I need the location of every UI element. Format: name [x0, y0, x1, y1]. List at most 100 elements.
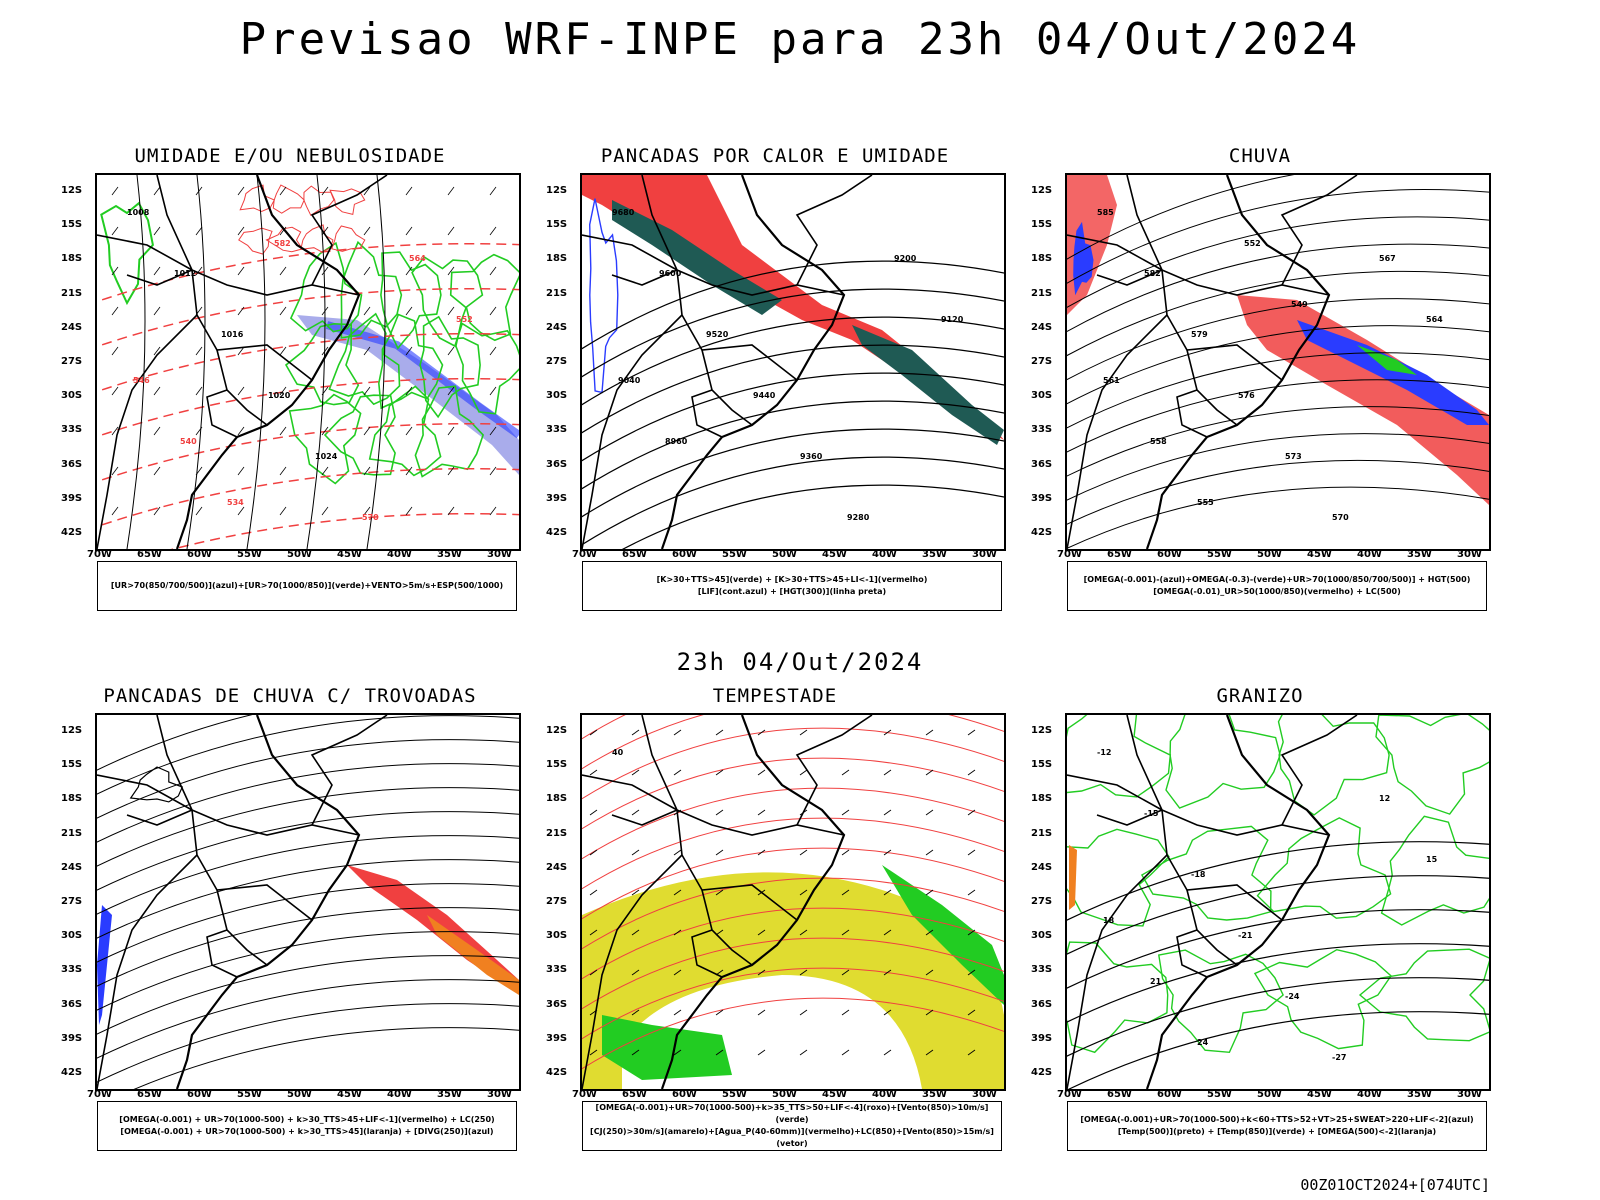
contour-label: 564 [409, 254, 426, 263]
temp850-contour [1158, 949, 1284, 1054]
wind-vector [153, 306, 161, 316]
temp850-contour [1375, 715, 1489, 815]
hgt300-contour [582, 344, 1004, 434]
lat-label: 39S [1031, 1032, 1053, 1044]
map-frame: 585 582 579 576 573 570 567 564 561 558 555 552 549 [1065, 173, 1491, 551]
lon-label: 45W [1307, 549, 1332, 560]
contour-label: 573 [1285, 452, 1302, 461]
wind-vector [363, 266, 371, 276]
wind-vector [237, 226, 245, 236]
contour-label: -15 [1144, 809, 1159, 818]
lat-label: 24S [61, 321, 83, 333]
lat-label: 33S [1031, 964, 1053, 976]
lon-label: 70W [572, 549, 597, 560]
hgt500-streamline [1067, 189, 1489, 284]
wind-vector-850 [673, 969, 682, 976]
temp850-contour [1067, 715, 1172, 798]
wind-vector [405, 466, 413, 476]
map-canvas [97, 715, 519, 1089]
lat-label: 27S [546, 356, 568, 367]
wind-vector [405, 226, 413, 236]
hgt500-streamline [1067, 433, 1489, 501]
wind-vector [489, 226, 497, 236]
wind-vector [111, 346, 119, 356]
wind-vector [405, 266, 413, 276]
wind-vector [405, 306, 413, 316]
wind-vector-850 [673, 889, 682, 896]
contour-label: 12 [1379, 794, 1390, 803]
lon-label: 65W [1107, 1089, 1132, 1100]
wind-vector-850 [757, 849, 766, 856]
map-frame: 9680 9600 9520 9440 9360 9280 9200 9120 9040 8960 [580, 173, 1006, 551]
wind-vector [195, 226, 203, 236]
panel-umidade: UMIDADE E/OU NEBULOSIDADE 12S 15S 18S 21S 24S… [55, 145, 525, 625]
lat-label: 12S [1031, 185, 1053, 196]
country-border [216, 349, 268, 426]
lat-label: 33S [1031, 424, 1053, 436]
lat-label: 27S [546, 896, 568, 907]
lat-label: 33S [546, 424, 568, 436]
hgt300-contour [582, 400, 1004, 490]
page-title: Previsao WRF-INPE para 23h 04/Out/2024 [239, 14, 1361, 65]
hgt500-streamline [1067, 216, 1489, 308]
panel-title: GRANIZO [1216, 685, 1304, 707]
country-border [206, 929, 238, 978]
lat-label: 18S [61, 253, 83, 265]
wind-vector [405, 506, 413, 516]
wind-vector [405, 186, 413, 196]
lat-label: 12S [61, 725, 83, 736]
wind-vector-850 [631, 1009, 640, 1016]
wind-vector-850 [841, 969, 850, 976]
streamline-250 [97, 811, 519, 891]
wind-vector [279, 426, 287, 436]
wind-vector [405, 426, 413, 436]
country-border [206, 389, 238, 438]
thickness-contour [97, 423, 519, 483]
country-border [97, 314, 198, 549]
map-canvas: 40 [582, 715, 1004, 1089]
lat-label: 24S [1031, 321, 1053, 333]
lon-label: 35W [922, 1089, 947, 1100]
lon-label: 60W [1157, 549, 1182, 560]
contour-label: 1008 [127, 208, 150, 217]
wind-vector-850 [715, 729, 724, 736]
wind-vector [447, 426, 455, 436]
wind-vector-850 [841, 809, 850, 816]
humidity-contour-1000-850 [414, 385, 485, 478]
lon-label: 30W [972, 549, 997, 560]
map-frame: 40 [580, 713, 1006, 1091]
wind-vector [111, 266, 119, 276]
wind-vector-850 [673, 1009, 682, 1016]
lat-label: 15S [1031, 219, 1053, 231]
wind-vector [321, 426, 329, 436]
wind-vector-850 [967, 889, 976, 896]
country-border [701, 349, 753, 426]
lat-label: 21S [61, 827, 83, 839]
streamline-850 [582, 727, 1004, 800]
wind-vector-850 [631, 969, 640, 976]
lat-label: 21S [546, 827, 568, 839]
hgt500-streamline [1067, 298, 1489, 381]
lat-label: 36S [1031, 458, 1053, 470]
hgt300-contour [582, 456, 1004, 546]
humidity-band-850-700-500 [297, 315, 519, 475]
panel-title: PANCADAS POR CALOR E UMIDADE [600, 145, 950, 167]
wind-vector-850 [883, 1009, 892, 1016]
wind-vector [405, 346, 413, 356]
thickness-contour [97, 468, 519, 528]
isobar [246, 175, 266, 549]
lon-label: 55W [722, 549, 747, 560]
hgt300-contour [582, 372, 1004, 462]
lon-label: 50W [772, 1089, 797, 1100]
wind-vector-850 [799, 889, 808, 896]
lon-label: 50W [1257, 1089, 1282, 1100]
humidity-contour-1000-850 [284, 322, 360, 406]
contour-label: 9440 [753, 391, 776, 400]
lat-label: 30S [546, 390, 568, 402]
contour-label: 552 [456, 315, 473, 324]
contour-label: 9120 [941, 315, 964, 324]
lon-label: 55W [237, 549, 262, 560]
panel-pancadas: PANCADAS POR CALOR E UMIDADE 12S 15S 18S 21S… [540, 145, 1010, 625]
legend-line: [OMEGA(-0.01)_UR>50(1000/850)(vermelho) … [1153, 587, 1401, 596]
wind-vector-850 [925, 1009, 934, 1016]
